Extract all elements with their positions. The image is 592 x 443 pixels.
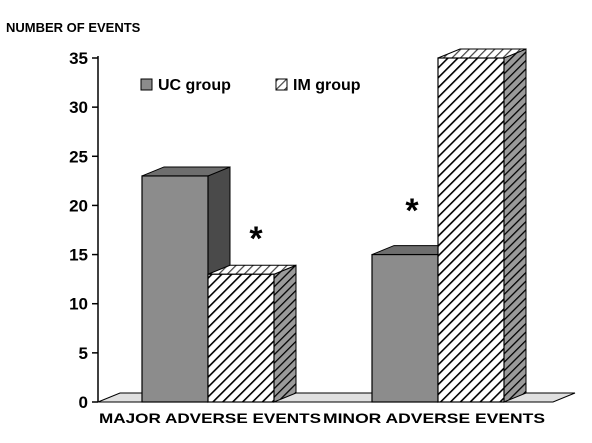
y-tick-label: 20 <box>69 196 88 215</box>
y-tick-label: 35 <box>69 49 88 68</box>
y-tick-label: 30 <box>69 98 88 117</box>
legend-item-im-group: IM group <box>275 77 361 94</box>
y-tick-label: 10 <box>69 295 88 314</box>
legend: UC group IM group <box>140 77 361 94</box>
annotations: ** <box>249 192 419 258</box>
legend-item-uc-group: UC group <box>140 77 231 94</box>
y-tick-label: 25 <box>69 147 88 166</box>
bar-front-face <box>141 175 209 403</box>
y-tick-label: 15 <box>69 246 88 265</box>
legend-label: UC group <box>158 77 231 94</box>
y-tick-label: 0 <box>79 393 88 412</box>
bars <box>141 48 527 403</box>
x-tick-label-major-adverse-events: MAJOR ADVERSE EVENTS <box>99 410 321 426</box>
legend-label: IM group <box>293 77 361 94</box>
bar-side-face <box>273 264 297 403</box>
x-tick-label-minor-adverse-events: MINOR ADVERSE EVENTS <box>323 410 545 426</box>
y-axis-title: NUMBER OF EVENTS <box>6 20 141 35</box>
legend-swatch <box>140 78 153 91</box>
significance-asterisk: * <box>405 192 419 230</box>
significance-asterisk: * <box>249 220 263 258</box>
bar-front-face <box>371 253 439 403</box>
bar-im-group-major-adverse-events <box>207 264 297 403</box>
legend-swatch <box>275 78 288 91</box>
bar-im-group-minor-adverse-events <box>437 48 527 403</box>
y-tick-label: 5 <box>79 344 88 363</box>
bar-side-face <box>503 48 527 403</box>
bar-front-face <box>207 273 275 403</box>
y-axis: 0 5 10 15 20 25 30 35 <box>69 49 99 412</box>
bar-front-face <box>437 57 505 403</box>
x-axis-labels: MAJOR ADVERSE EVENTS MINOR ADVERSE EVENTS <box>99 410 545 426</box>
